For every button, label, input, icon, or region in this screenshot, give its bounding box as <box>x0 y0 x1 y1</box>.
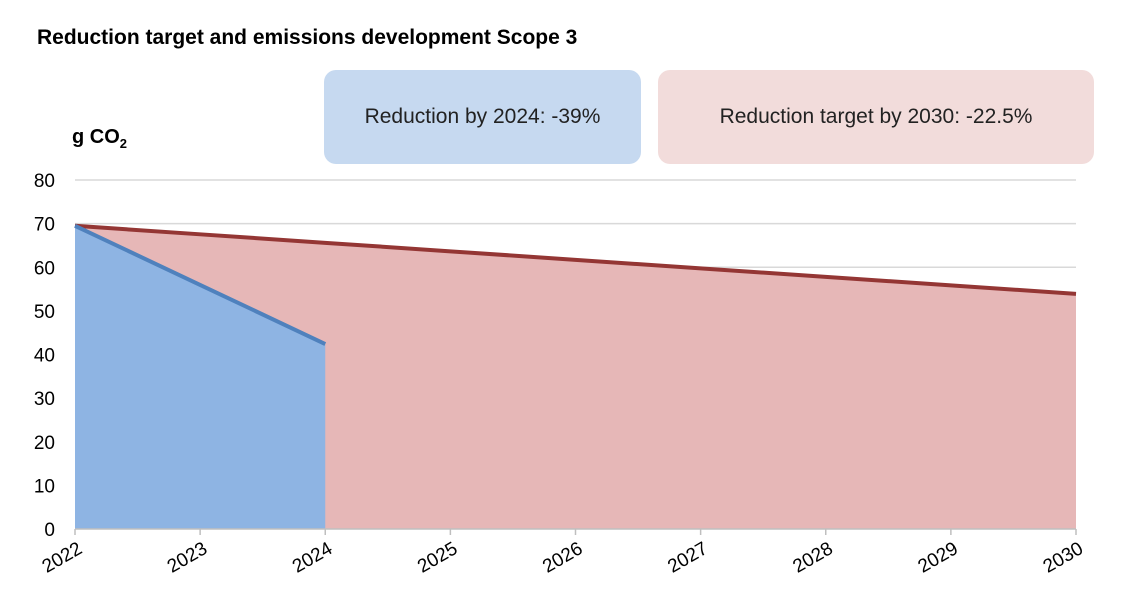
y-tick-label: 70 <box>34 215 55 236</box>
chart-title: Reduction target and emissions developme… <box>37 26 578 49</box>
y-tick-label: 0 <box>44 520 55 541</box>
y-axis-label-subscript: 2 <box>119 136 128 151</box>
y-tick-label: 10 <box>34 476 55 497</box>
y-tick-label: 80 <box>34 171 55 192</box>
y-tick-label: 50 <box>34 302 55 323</box>
y-axis-label: g CO2 <box>72 126 127 151</box>
y-tick-label: 20 <box>34 433 55 454</box>
x-tick-label: 2027 <box>664 538 711 577</box>
x-tick-label: 2028 <box>790 538 837 577</box>
x-tick-label: 2023 <box>164 538 211 577</box>
annotation-target-2030: Reduction target by 2030: -22.5% <box>658 70 1094 164</box>
y-tick-label: 60 <box>34 258 55 279</box>
x-tick-label: 2030 <box>1040 538 1087 577</box>
annotation-reduction-2024: Reduction by 2024: -39% <box>324 70 641 164</box>
x-tick-label: 2026 <box>539 538 586 577</box>
x-tick-label: 2029 <box>915 538 962 577</box>
x-tick-label: 2024 <box>289 538 336 578</box>
x-tick-label: 2025 <box>414 538 461 577</box>
y-tick-label: 40 <box>34 346 55 367</box>
area-actual <box>75 225 326 529</box>
x-tick-label: 2022 <box>39 538 86 577</box>
y-tick-label: 30 <box>34 389 55 410</box>
y-axis-label-text: g CO <box>72 126 120 148</box>
